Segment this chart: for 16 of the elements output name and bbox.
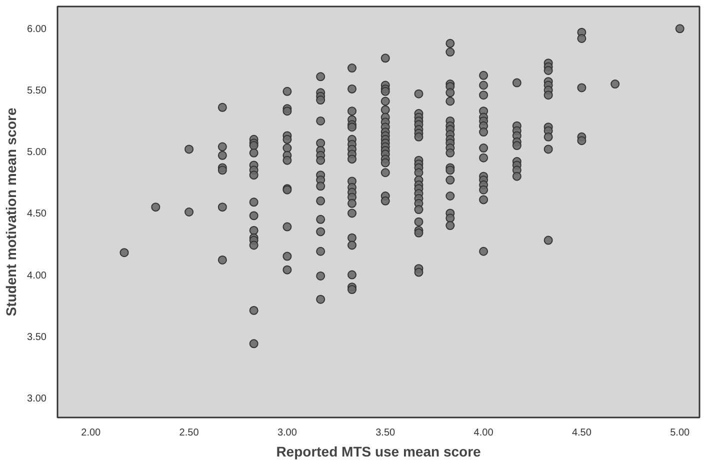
y-tick-label: 6.00	[27, 24, 47, 36]
x-axis-title: Reported MTS use mean score	[276, 444, 482, 460]
x-tick-label: 3.50	[376, 428, 396, 438]
x-tick-label: 2.00	[81, 428, 102, 438]
y-tick-label: 4.50	[27, 208, 47, 220]
x-tick-label: 4.50	[572, 428, 592, 438]
y-tick-label: 5.50	[27, 86, 47, 97]
x-tick-label: 4.00	[474, 428, 494, 438]
y-tick-label: 4.00	[27, 270, 47, 282]
x-tick-label: 3.00	[277, 428, 298, 438]
y-axis-title: Student motivation mean score	[3, 108, 20, 316]
y-tick-label: 3.50	[27, 332, 47, 343]
y-tick-label: 5.00	[27, 147, 47, 158]
y-tick-label: 3.00	[27, 393, 47, 404]
x-tick-label: 5.00	[670, 428, 690, 438]
x-tick-label: 2.50	[179, 428, 200, 438]
